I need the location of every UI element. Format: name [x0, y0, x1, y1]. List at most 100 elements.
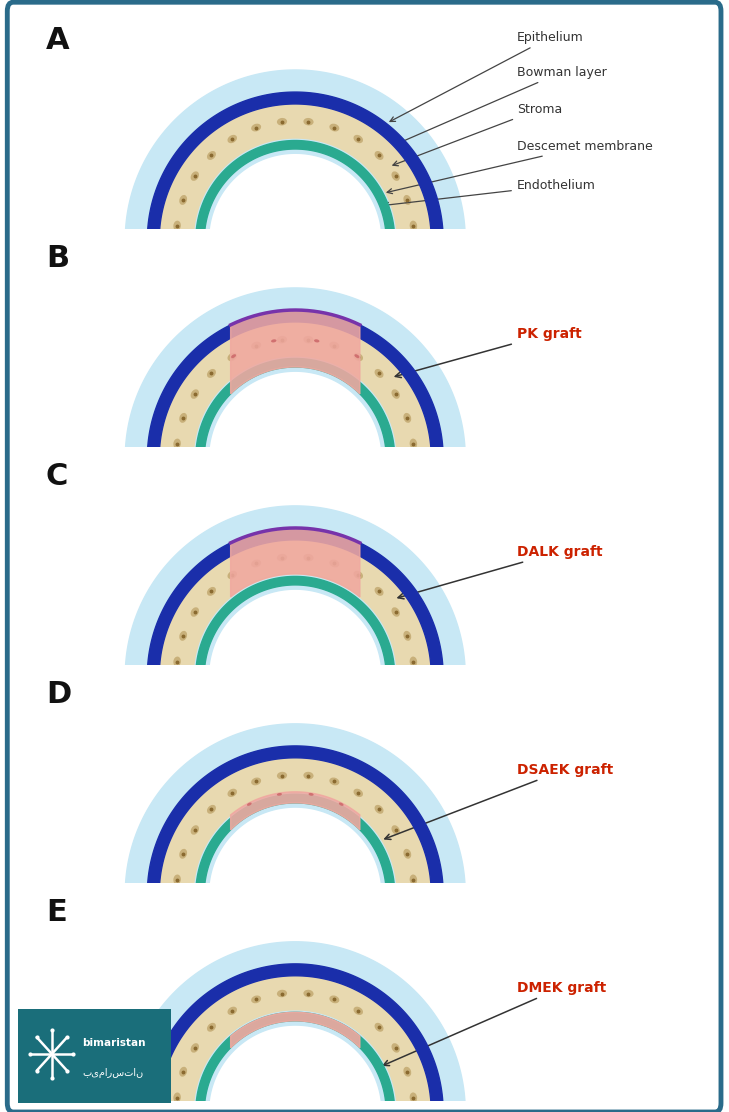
Ellipse shape	[303, 336, 313, 344]
Text: B: B	[46, 245, 69, 274]
Ellipse shape	[191, 607, 199, 617]
Ellipse shape	[314, 339, 319, 342]
Polygon shape	[125, 506, 465, 676]
Ellipse shape	[179, 413, 187, 423]
Ellipse shape	[330, 123, 339, 131]
Text: C: C	[46, 463, 69, 492]
Text: E: E	[46, 898, 66, 927]
Polygon shape	[230, 310, 360, 394]
Text: D: D	[46, 681, 71, 709]
Text: Descemet membrane: Descemet membrane	[387, 140, 652, 193]
Ellipse shape	[179, 631, 187, 641]
Ellipse shape	[330, 777, 339, 785]
Ellipse shape	[410, 1092, 417, 1103]
Text: Endothelium: Endothelium	[383, 179, 596, 207]
Ellipse shape	[191, 389, 199, 399]
Ellipse shape	[227, 353, 237, 361]
Ellipse shape	[330, 559, 339, 567]
Ellipse shape	[191, 171, 199, 181]
Ellipse shape	[231, 355, 236, 358]
Ellipse shape	[227, 570, 237, 579]
Ellipse shape	[179, 848, 187, 858]
Text: A: A	[46, 27, 69, 56]
Ellipse shape	[207, 1023, 216, 1032]
Polygon shape	[125, 70, 465, 240]
Ellipse shape	[410, 656, 417, 667]
Ellipse shape	[303, 554, 313, 562]
Ellipse shape	[391, 171, 399, 181]
Polygon shape	[147, 310, 443, 458]
Ellipse shape	[375, 805, 383, 814]
Polygon shape	[196, 140, 394, 240]
Ellipse shape	[277, 554, 287, 562]
Ellipse shape	[207, 805, 216, 814]
Ellipse shape	[252, 777, 261, 785]
Ellipse shape	[179, 195, 187, 205]
Ellipse shape	[375, 1023, 383, 1032]
Polygon shape	[159, 103, 432, 240]
Ellipse shape	[403, 413, 411, 423]
Ellipse shape	[252, 559, 261, 567]
Ellipse shape	[252, 995, 261, 1003]
Ellipse shape	[227, 135, 237, 143]
Ellipse shape	[277, 990, 287, 997]
Ellipse shape	[410, 438, 417, 449]
Ellipse shape	[252, 123, 261, 131]
Ellipse shape	[191, 825, 199, 835]
Ellipse shape	[354, 353, 363, 361]
Ellipse shape	[191, 1043, 199, 1053]
Polygon shape	[147, 92, 443, 240]
Ellipse shape	[271, 339, 276, 342]
Ellipse shape	[354, 135, 363, 143]
Polygon shape	[159, 975, 432, 1112]
Ellipse shape	[174, 1092, 181, 1103]
Ellipse shape	[403, 848, 411, 858]
Polygon shape	[159, 539, 432, 676]
Ellipse shape	[354, 355, 359, 358]
Ellipse shape	[354, 788, 363, 797]
Polygon shape	[196, 576, 394, 676]
Ellipse shape	[303, 990, 313, 997]
Ellipse shape	[375, 151, 383, 160]
FancyBboxPatch shape	[7, 2, 721, 1112]
Polygon shape	[147, 528, 443, 676]
Ellipse shape	[174, 220, 181, 231]
Ellipse shape	[375, 369, 383, 378]
Polygon shape	[159, 757, 432, 894]
Ellipse shape	[277, 793, 282, 796]
Ellipse shape	[354, 570, 363, 579]
FancyBboxPatch shape	[10, 1004, 179, 1108]
Polygon shape	[147, 746, 443, 894]
Ellipse shape	[354, 1006, 363, 1015]
Ellipse shape	[391, 1043, 399, 1053]
Text: DSAEK graft: DSAEK graft	[385, 763, 613, 840]
Ellipse shape	[410, 220, 417, 231]
Ellipse shape	[247, 803, 252, 806]
Ellipse shape	[391, 389, 399, 399]
Polygon shape	[230, 528, 360, 597]
Ellipse shape	[252, 341, 261, 349]
Text: bimaristan: bimaristan	[82, 1037, 146, 1048]
Text: DMEK graft: DMEK graft	[383, 981, 606, 1065]
Ellipse shape	[339, 803, 343, 806]
Ellipse shape	[391, 607, 399, 617]
Ellipse shape	[207, 587, 216, 596]
Ellipse shape	[207, 151, 216, 160]
Polygon shape	[125, 942, 465, 1112]
Ellipse shape	[174, 656, 181, 667]
Polygon shape	[125, 724, 465, 894]
Ellipse shape	[303, 772, 313, 780]
Ellipse shape	[174, 438, 181, 449]
Ellipse shape	[375, 587, 383, 596]
Ellipse shape	[403, 631, 411, 641]
Text: بیمارستان: بیمارستان	[82, 1068, 144, 1078]
Ellipse shape	[227, 788, 237, 797]
Ellipse shape	[403, 195, 411, 205]
Ellipse shape	[410, 874, 417, 885]
Polygon shape	[196, 358, 394, 458]
Polygon shape	[147, 964, 443, 1112]
Text: Stroma: Stroma	[393, 102, 562, 166]
Ellipse shape	[174, 874, 181, 885]
Ellipse shape	[330, 341, 339, 349]
Polygon shape	[159, 321, 432, 458]
